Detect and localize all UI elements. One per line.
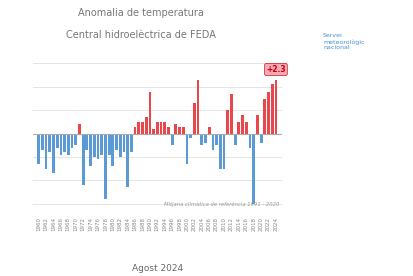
Bar — [85, 134, 88, 150]
Bar — [178, 126, 180, 134]
Bar — [130, 134, 133, 152]
Bar — [181, 126, 184, 134]
Bar — [222, 134, 225, 169]
Bar — [96, 134, 99, 159]
Bar — [230, 94, 232, 134]
Bar — [248, 134, 251, 148]
Bar — [63, 134, 66, 152]
Bar — [259, 134, 262, 143]
Bar — [71, 134, 73, 148]
Bar — [263, 99, 266, 134]
Bar — [89, 134, 92, 166]
Bar — [207, 126, 210, 134]
Bar — [78, 124, 81, 134]
Bar — [107, 134, 110, 155]
Bar — [141, 122, 144, 134]
Bar — [255, 115, 258, 134]
Bar — [233, 134, 236, 145]
Bar — [59, 134, 62, 155]
Bar — [148, 92, 151, 134]
Bar — [45, 134, 47, 169]
Bar — [159, 122, 162, 134]
Bar — [174, 124, 177, 134]
Bar — [100, 134, 103, 155]
Bar — [170, 134, 173, 145]
Bar — [270, 84, 273, 134]
Text: Servei
meteorològic
nacional: Servei meteorològic nacional — [322, 33, 363, 50]
Bar — [126, 134, 129, 187]
Bar — [145, 117, 147, 134]
Bar — [104, 134, 107, 199]
Bar — [192, 103, 195, 134]
Bar — [52, 134, 55, 173]
Bar — [163, 122, 166, 134]
Text: Central hidroelèctrica de FEDA: Central hidroelèctrica de FEDA — [66, 30, 215, 40]
Bar — [189, 134, 192, 138]
Bar — [218, 134, 221, 169]
Bar — [152, 129, 154, 134]
Bar — [185, 134, 188, 164]
Bar — [122, 134, 125, 152]
Bar — [93, 134, 95, 157]
Bar — [74, 134, 77, 145]
Text: Mitjana climàtica de referència 1991 - 2020: Mitjana climàtica de referència 1991 - 2… — [164, 201, 279, 207]
Bar — [215, 134, 218, 145]
Bar — [226, 110, 229, 134]
Bar — [241, 115, 243, 134]
Text: Agost 2024: Agost 2024 — [131, 264, 183, 273]
Bar — [37, 134, 40, 164]
Bar — [82, 134, 84, 185]
Bar — [211, 134, 214, 150]
Bar — [115, 134, 118, 150]
Bar — [244, 122, 247, 134]
Bar — [156, 122, 158, 134]
Bar — [274, 80, 277, 134]
Bar — [266, 92, 269, 134]
Bar — [133, 126, 136, 134]
Text: Anomalia de temperatura: Anomalia de temperatura — [78, 8, 203, 18]
Bar — [237, 122, 240, 134]
Bar — [119, 134, 121, 157]
Bar — [67, 134, 69, 155]
Bar — [196, 80, 199, 134]
Bar — [56, 134, 59, 148]
Bar — [137, 122, 140, 134]
Bar — [48, 134, 51, 152]
Bar — [204, 134, 206, 143]
Bar — [41, 134, 44, 150]
Bar — [111, 134, 114, 166]
Bar — [252, 134, 254, 204]
Bar — [200, 134, 203, 145]
Text: +2.3: +2.3 — [266, 65, 285, 74]
Bar — [167, 126, 169, 134]
